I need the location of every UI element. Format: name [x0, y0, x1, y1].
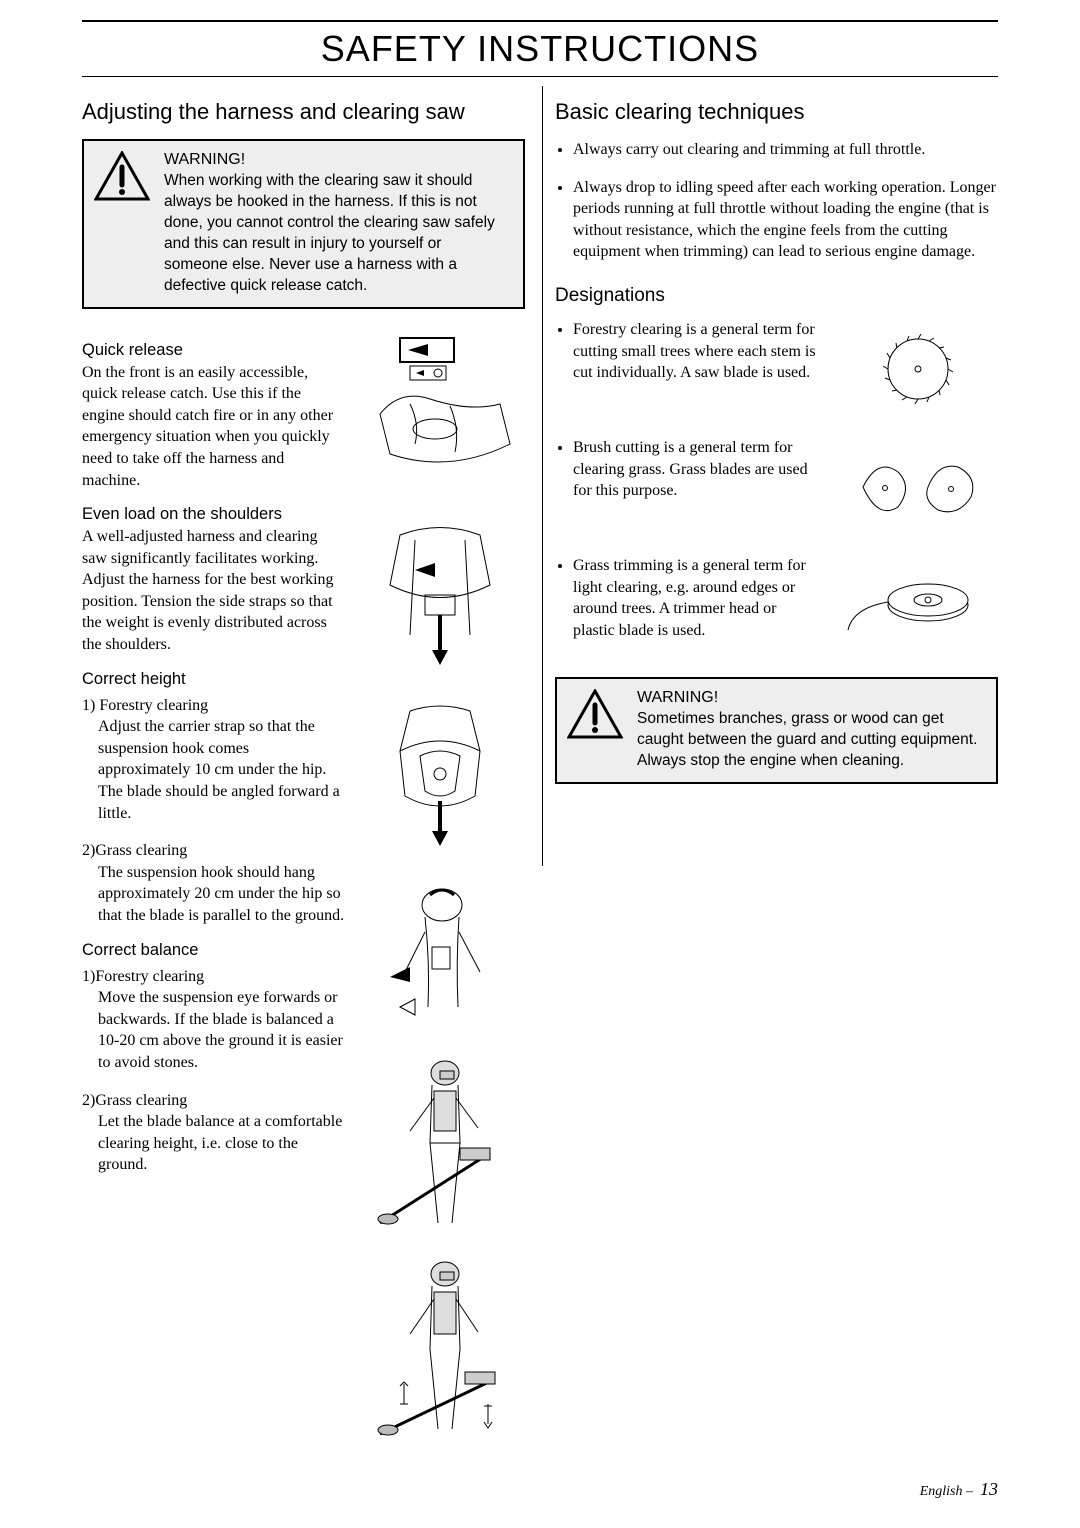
illustration-saw-blade	[838, 319, 998, 419]
list-item: Always carry out clearing and trimming a…	[573, 139, 998, 161]
page-title: SAFETY INSTRUCTIONS	[82, 26, 998, 76]
illustration-forestry-person	[355, 1051, 525, 1246]
illustration-grass-person	[355, 1252, 525, 1452]
warning-box-cleaning: WARNING! Sometimes branches, grass or wo…	[555, 677, 998, 784]
warning-text: Sometimes branches, grass or wood can ge…	[637, 709, 982, 772]
quick-release-text: On the front is an easily accessible, qu…	[82, 362, 345, 492]
illustration-grass-blades	[838, 437, 998, 537]
illustration-even-load-2	[355, 689, 525, 864]
warning-text: When working with the clearing saw it sh…	[164, 171, 509, 297]
even-load-heading: Even load on the shoulders	[82, 505, 345, 524]
illustration-quick-release	[355, 327, 525, 502]
page-footer: English – 13	[920, 1479, 998, 1500]
left-heading: Adjusting the harness and clearing saw	[82, 99, 525, 125]
list-item: 1) Forestry clearing Adjust the carrier …	[82, 695, 345, 825]
list-item: Forestry clearing is a general term for …	[573, 319, 820, 384]
illustration-column	[355, 327, 525, 1458]
correct-height-heading: Correct height	[82, 670, 345, 689]
illustration-even-load	[355, 508, 525, 683]
even-load-text: A well-adjusted harness and clearing saw…	[82, 526, 345, 656]
content-columns: Adjusting the harness and clearing saw W…	[82, 99, 998, 1458]
warning-title: WARNING!	[164, 151, 509, 169]
illustration-correct-height	[355, 870, 525, 1045]
warning-title: WARNING!	[637, 689, 982, 707]
list-item: 2)Grass clearing Let the blade balance a…	[82, 1090, 345, 1176]
list-item: 2)Grass clearing The suspension hook sho…	[82, 840, 345, 926]
illustration-trimmer-head	[838, 555, 998, 655]
quick-release-heading: Quick release	[82, 341, 345, 360]
warning-icon	[94, 151, 150, 297]
right-heading: Basic clearing techniques	[555, 99, 998, 125]
list-item: Brush cutting is a general term for clea…	[573, 437, 820, 502]
warning-icon	[567, 689, 623, 772]
correct-balance-heading: Correct balance	[82, 941, 345, 960]
techniques-list: Always carry out clearing and trimming a…	[555, 139, 998, 263]
designations-heading: Designations	[555, 285, 998, 307]
warning-box-harness: WARNING! When working with the clearing …	[82, 139, 525, 309]
list-item: 1)Forestry clearing Move the suspension …	[82, 966, 345, 1074]
list-item: Always drop to idling speed after each w…	[573, 177, 998, 263]
list-item: Grass trimming is a general term for lig…	[573, 555, 820, 641]
